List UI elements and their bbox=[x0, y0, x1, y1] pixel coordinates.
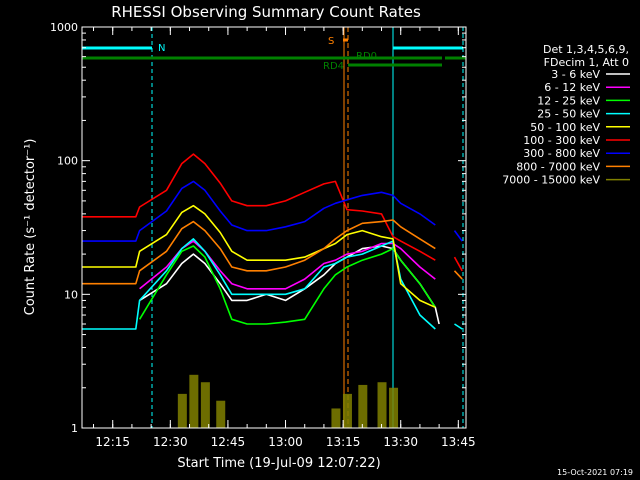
legend-label: 50 - 100 keV bbox=[530, 121, 600, 134]
series-point bbox=[377, 382, 387, 428]
legend-label: 25 - 50 keV bbox=[537, 108, 600, 121]
series-point bbox=[331, 408, 341, 428]
series-line bbox=[82, 180, 463, 242]
legend-header-line2: FDecim 1, Att 0 bbox=[544, 56, 629, 69]
series-line bbox=[138, 245, 436, 325]
legend-label: 6 - 12 keV bbox=[544, 81, 600, 94]
x-axis-label: Start Time (19-Jul-09 12:07:22) bbox=[177, 456, 380, 471]
legend-label: 300 - 800 keV bbox=[523, 147, 600, 160]
series-point bbox=[200, 382, 210, 428]
legend-label: 12 - 25 keV bbox=[537, 94, 600, 107]
legend-label: 800 - 7000 keV bbox=[516, 160, 600, 173]
y-tick-label: 100 bbox=[57, 155, 78, 168]
legend-label: 7000 - 15000 keV bbox=[502, 174, 600, 187]
series-point bbox=[358, 384, 368, 428]
series-point bbox=[389, 387, 399, 428]
series-group bbox=[139, 240, 436, 290]
x-tick-label: 12:30 bbox=[153, 435, 188, 449]
legend-header-line1: Det 1,3,4,5,6,9, bbox=[543, 43, 629, 56]
series-point bbox=[189, 374, 199, 428]
y-tick-label: 1000 bbox=[50, 21, 78, 34]
plot-frame bbox=[81, 26, 467, 429]
series-group bbox=[177, 374, 399, 428]
x-tick-label: 13:15 bbox=[326, 435, 361, 449]
series-group bbox=[82, 219, 463, 285]
plot-area: N S RD0 RD4 bbox=[81, 27, 466, 428]
flag-label-s: S bbox=[328, 36, 334, 47]
legend-label: 3 - 6 keV bbox=[551, 68, 600, 81]
axes: 1 10 100 1000 12:15 12:30 12:45 13:00 13:15 13:30… bbox=[50, 21, 476, 449]
series-group bbox=[82, 238, 463, 330]
series-group bbox=[82, 180, 463, 242]
series-point bbox=[177, 393, 187, 428]
x-tick-label: 12:15 bbox=[95, 435, 130, 449]
y-axis-label: Count Rate (s⁻¹ detector⁻¹) bbox=[23, 139, 38, 316]
footer-timestamp: 15-Oct-2021 07:19 bbox=[557, 468, 633, 477]
x-tick-label: 12:45 bbox=[211, 435, 246, 449]
series-point bbox=[216, 400, 226, 428]
y-tick-label: 1 bbox=[71, 422, 78, 435]
legend: Det 1,3,4,5,6,9, FDecim 1, Att 0 3 - 6 k… bbox=[502, 43, 630, 187]
series-line bbox=[82, 238, 463, 330]
chart-title: RHESSI Observing Summary Count Rates bbox=[111, 3, 421, 21]
x-tick-label: 13:45 bbox=[441, 435, 476, 449]
x-tick-label: 13:00 bbox=[268, 435, 303, 449]
series-group bbox=[138, 245, 436, 325]
series-point bbox=[342, 393, 352, 428]
flag-label-rd4: RD4 bbox=[323, 61, 344, 72]
y-tick-label: 10 bbox=[64, 288, 78, 301]
series-line bbox=[82, 219, 463, 285]
series-group bbox=[82, 204, 436, 309]
series-line bbox=[82, 204, 436, 309]
flag-label-n: N bbox=[158, 43, 165, 54]
series-line bbox=[139, 240, 436, 290]
legend-label: 100 - 300 keV bbox=[523, 134, 600, 147]
x-tick-label: 13:30 bbox=[383, 435, 418, 449]
flag-label-rd0: RD0 bbox=[356, 51, 377, 62]
